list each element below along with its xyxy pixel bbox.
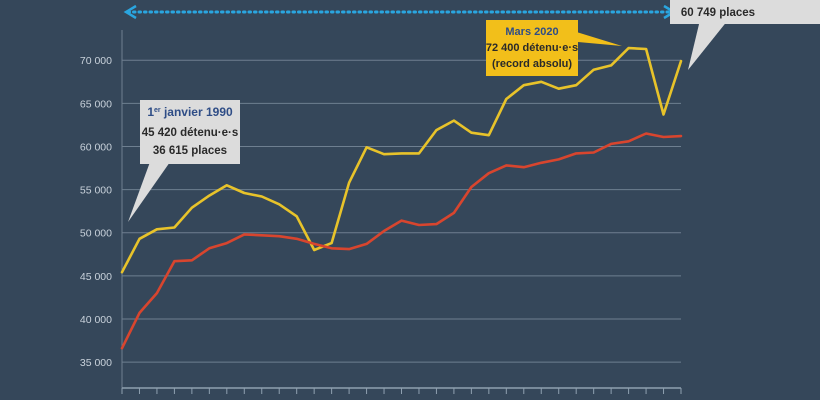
callout-start-places: 36 615 places bbox=[153, 145, 227, 157]
rule-left-arrowhead bbox=[123, 4, 137, 20]
y-tick-label: 50 000 bbox=[80, 228, 112, 240]
callout-end-pointer bbox=[688, 20, 728, 70]
series-line-detainees bbox=[120, 46, 683, 274]
callout-end: 60 749 places bbox=[670, 0, 820, 70]
y-tick-label: 55 000 bbox=[80, 185, 112, 197]
callout-start-pointer bbox=[128, 162, 170, 222]
y-tick-label: 35 000 bbox=[80, 357, 112, 369]
y-tick-label: 60 000 bbox=[80, 141, 112, 153]
y-tick-label: 40 000 bbox=[80, 314, 112, 326]
callout-end-places: 60 749 places bbox=[681, 7, 755, 19]
callout-start-detainees: 45 420 détenu·e·s bbox=[142, 127, 239, 139]
callout-start-box bbox=[140, 100, 240, 164]
callout-record-detainees: 72 400 détenu·e·s bbox=[486, 42, 578, 54]
y-axis: 35 000 40 000 45 000 50 000 55 000 60 000 65 0… bbox=[80, 30, 682, 394]
callout-record-box bbox=[486, 20, 578, 76]
y-tick-label: 70 000 bbox=[80, 55, 112, 67]
callout-start-date: 1er janvier 1990 bbox=[147, 105, 233, 119]
y-tick-label: 65 000 bbox=[80, 98, 112, 110]
series-lines bbox=[120, 46, 683, 350]
callout-record-date: Mars 2020 bbox=[505, 26, 558, 38]
y-tick-label: 45 000 bbox=[80, 271, 112, 283]
callout-record: Mars 2020 72 400 détenu·e·s (record abso… bbox=[486, 20, 622, 76]
callout-record-pointer bbox=[570, 30, 622, 46]
series-line-places bbox=[120, 132, 683, 350]
callout-start: 1er janvier 1990 45 420 détenu·e·s 36 61… bbox=[128, 100, 240, 222]
callout-end-box bbox=[670, 0, 820, 24]
callout-record-note: (record absolu) bbox=[492, 58, 572, 70]
